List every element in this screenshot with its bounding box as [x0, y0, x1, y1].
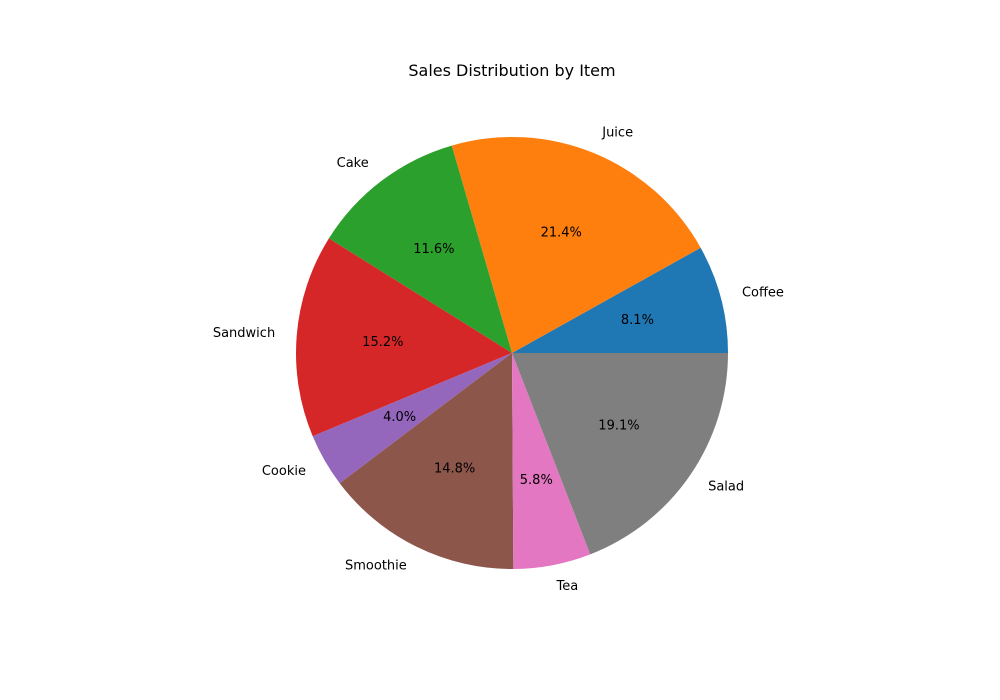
slice-tea: [512, 353, 591, 569]
chart-title: Sales Distribution by Item: [408, 61, 615, 80]
percent-label-juice: 21.4%: [541, 226, 582, 241]
category-label-smoothie: Smoothie: [345, 559, 407, 574]
pie-slices: [296, 137, 728, 569]
category-label-salad: Salad: [708, 480, 744, 495]
percent-label-cake: 11.6%: [413, 242, 454, 257]
slice-juice: [451, 137, 701, 353]
percent-label-tea: 5.8%: [520, 473, 553, 488]
slice-salad: [512, 353, 728, 555]
category-label-juice: Juice: [601, 126, 633, 141]
category-label-sandwich: Sandwich: [213, 326, 275, 341]
pie-labels: Coffee 8.1% Juice 21.4% Cake 11.6% Sandwich 15.…: [213, 126, 784, 594]
category-label-tea: Tea: [556, 579, 579, 594]
category-label-cake: Cake: [337, 156, 369, 171]
percent-label-coffee: 8.1%: [621, 313, 654, 328]
percent-label-cookie: 4.0%: [383, 410, 416, 425]
category-label-cookie: Cookie: [262, 464, 306, 479]
percent-label-sandwich: 15.2%: [362, 335, 403, 350]
percent-label-salad: 19.1%: [598, 419, 639, 434]
category-label-coffee: Coffee: [742, 286, 784, 301]
slice-sandwich: [296, 238, 512, 437]
slice-smoothie: [339, 353, 514, 569]
slice-cookie: [312, 353, 512, 484]
percent-label-smoothie: 14.8%: [434, 462, 475, 477]
slice-cake: [328, 145, 512, 353]
slice-coffee: [512, 247, 728, 353]
